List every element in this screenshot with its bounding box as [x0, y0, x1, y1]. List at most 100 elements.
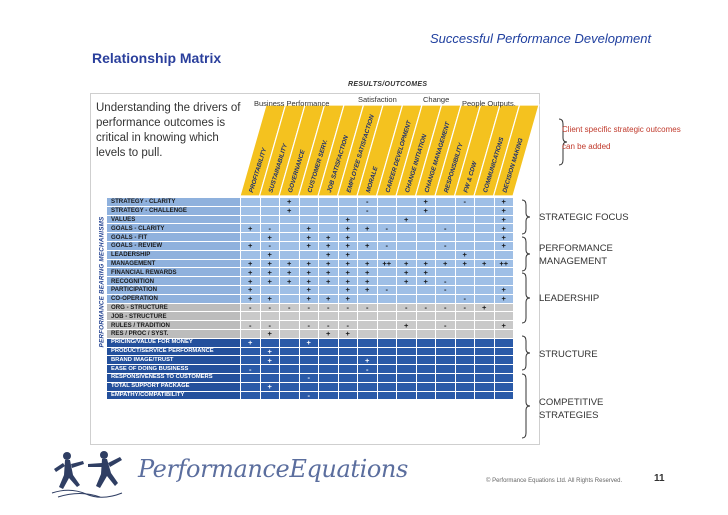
matrix-cell [357, 328, 378, 339]
matrix-cell [435, 249, 456, 260]
matrix-cell [474, 267, 495, 278]
matrix-cell [298, 328, 319, 339]
matrix-cell [318, 223, 339, 234]
logo-text: PerformanceEquations [138, 455, 408, 483]
matrix-cell [396, 205, 417, 216]
matrix-cell: - [435, 320, 456, 330]
matrix-row: EMPATHY/COMPATIBILITY - [106, 390, 514, 401]
matrix-cell: + [357, 284, 378, 295]
matrix-cell [318, 381, 339, 392]
row-label: RULES / TRADITION [106, 320, 241, 330]
matrix-row: GOALS - CLARITY + - + + + - - + [106, 223, 514, 234]
matrix-cell: + [279, 197, 300, 207]
matrix-cell: + [493, 205, 514, 216]
matrix-cell: + [279, 258, 300, 269]
matrix-cell [376, 302, 397, 313]
matrix-cell [376, 311, 397, 322]
matrix-cell: - [259, 240, 280, 251]
matrix-cell [240, 205, 261, 216]
matrix-cell [396, 355, 417, 366]
matrix-cell: + [298, 284, 319, 295]
row-label: PRICING/VALUE FOR MONEY [106, 337, 241, 348]
matrix-cell [298, 214, 319, 225]
matrix-cell [454, 372, 475, 383]
matrix-cell [435, 390, 456, 401]
matrix-cell [396, 249, 417, 260]
matrix-cell [396, 197, 417, 207]
matrix-cell: + [259, 355, 280, 366]
matrix-cell [318, 337, 339, 348]
matrix-cell [240, 214, 261, 225]
matrix-row: BRAND IMAGE/TRUST + + [106, 355, 514, 366]
matrix-cell: - [357, 364, 378, 374]
matrix-cell [435, 372, 456, 383]
matrix-cell: + [493, 232, 514, 242]
matrix-cell [279, 337, 300, 348]
matrix-cell [337, 205, 358, 216]
matrix-cell [240, 372, 261, 383]
matrix-cell [337, 346, 358, 357]
matrix-cell [240, 311, 261, 322]
matrix-cell [493, 364, 514, 374]
matrix-cell: + [259, 293, 280, 304]
matrix-cell [474, 355, 495, 366]
matrix-cell [337, 364, 358, 374]
matrix-cell [415, 337, 436, 348]
matrix-cell [376, 249, 397, 260]
matrix-cell: + [337, 284, 358, 295]
matrix-cell [357, 346, 378, 357]
matrix-cell [435, 197, 456, 207]
matrix-cell [396, 311, 417, 322]
page-number: 11 [654, 473, 665, 484]
matrix-cell [337, 372, 358, 383]
matrix-cell [415, 328, 436, 339]
matrix-cell [240, 249, 261, 260]
matrix-cell [396, 337, 417, 348]
right-label-performance-management: PERFORMANCE MANAGEMENT [539, 243, 613, 267]
matrix-cell [474, 197, 495, 207]
matrix-cell: + [337, 223, 358, 234]
matrix-cell [435, 267, 456, 278]
row-label: EASE OF DOING BUSINESS [106, 364, 241, 374]
matrix-cell: + [357, 223, 378, 234]
matrix-cell: + [259, 249, 280, 260]
matrix-cell: + [474, 258, 495, 269]
matrix-cell: + [337, 276, 358, 286]
matrix-cell: + [357, 276, 378, 286]
matrix-cell: + [298, 232, 319, 242]
matrix-cell [396, 372, 417, 383]
matrix-cell: - [376, 240, 397, 251]
matrix-cell: + [259, 232, 280, 242]
matrix-cell [337, 390, 358, 401]
matrix-cell: + [298, 293, 319, 304]
matrix-cell: - [337, 320, 358, 330]
matrix-cell: - [435, 240, 456, 251]
matrix-cell [357, 372, 378, 383]
matrix-cell: + [240, 337, 261, 348]
matrix-cell [493, 249, 514, 260]
matrix-cell: + [337, 214, 358, 225]
matrix-cell [454, 240, 475, 251]
matrix-cell [279, 214, 300, 225]
matrix-cell [259, 372, 280, 383]
right-label-competitive-strategies: COMPETITIVE STRATEGIES [539, 397, 604, 421]
matrix-cell [318, 311, 339, 322]
matrix-cell: + [298, 223, 319, 234]
matrix-row: RECOGNITION + + + + + + + + + - [106, 276, 514, 286]
matrix-cell [337, 355, 358, 366]
matrix-cell [279, 232, 300, 242]
copyright: © Performance Equations Ltd. All Rights … [486, 478, 623, 484]
matrix-cell: + [454, 258, 475, 269]
matrix-cell [415, 372, 436, 383]
row-label: CO-OPERATION [106, 293, 241, 304]
matrix-cell [357, 390, 378, 401]
matrix-cell [357, 232, 378, 242]
matrix-cell [376, 232, 397, 242]
matrix-row: MANAGEMENT + + + + + + + ++ + + + + + ++ [106, 258, 514, 269]
matrix-cell [376, 293, 397, 304]
matrix-cell: + [298, 267, 319, 278]
matrix-cell: + [415, 276, 436, 286]
matrix-cell [298, 197, 319, 207]
matrix-cell [337, 197, 358, 207]
matrix-cell: + [240, 267, 261, 278]
